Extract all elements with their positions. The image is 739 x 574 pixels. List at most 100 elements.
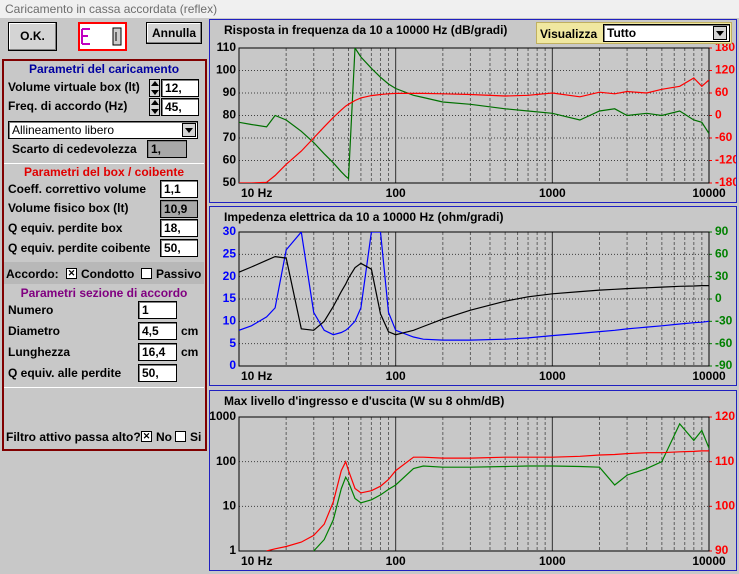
checkbox[interactable] [141, 268, 152, 279]
y-tick-label: 0 [229, 358, 236, 372]
y2-tick-label: 60 [715, 247, 729, 261]
text-field[interactable]: 45, [161, 98, 199, 116]
x-tick-label: 1000 [539, 554, 566, 568]
x-tick-label: 10 Hz [241, 369, 272, 383]
y-tick-label: 100 [216, 454, 236, 468]
field-label: Coeff. correttivo volume [8, 182, 147, 196]
series-line [313, 422, 709, 551]
view-label: Visualizza [540, 27, 598, 41]
y2-tick-label: 0 [715, 108, 722, 122]
separator [4, 163, 204, 164]
chart-title: Risposta in frequenza da 10 a 10000 Hz (… [224, 23, 507, 37]
y-tick-label: 50 [223, 175, 237, 189]
speaker-icon [78, 22, 127, 51]
field-label: Lunghezza [8, 345, 70, 359]
x-tick-label: 10 Hz [241, 186, 272, 200]
y-tick-label: 10 [223, 499, 237, 513]
y-tick-label: 20 [223, 269, 237, 283]
accordo-row [4, 262, 204, 284]
x-tick-label: 10000 [692, 369, 726, 383]
text-field[interactable]: 50, [138, 364, 177, 382]
dropdown-arrow[interactable] [182, 123, 196, 137]
y-tick-label: 110 [217, 40, 237, 54]
view-dropdown[interactable]: Tutto [603, 24, 730, 42]
chart-title: Impedenza elettrica da 10 a 10000 Hz (oh… [224, 210, 503, 224]
y2-tick-label: 90 [715, 543, 729, 557]
x-tick-label: 1000 [539, 186, 566, 200]
y2-tick-label: -90 [715, 358, 733, 372]
series-line [239, 232, 709, 341]
ok-button[interactable]: O.K. [8, 22, 57, 51]
plot-frame [238, 416, 710, 552]
y2-tick-label: 0 [715, 291, 722, 305]
chart: Impedenza elettrica da 10 a 10000 Hz (oh… [223, 210, 733, 383]
y-tick-label: 30 [223, 224, 237, 238]
y-tick-label: 25 [223, 247, 237, 261]
y2-tick-label: -30 [715, 314, 733, 328]
field-label: Volume fisico box (lt) [8, 201, 129, 215]
y2-tick-label: 100 [715, 499, 735, 513]
text-field[interactable]: 1,1 [160, 180, 198, 198]
x-tick-label: 100 [386, 554, 406, 568]
y-tick-label: 1 [229, 543, 236, 557]
plot-frame [238, 47, 710, 184]
x-tick-label: 10000 [692, 554, 726, 568]
y2-tick-label: 110 [715, 454, 735, 468]
y-tick-label: 100 [216, 63, 236, 77]
annulla-button[interactable]: Annulla [146, 22, 202, 44]
y-tick-label: 15 [223, 291, 237, 305]
checkbox-label: Condotto [81, 267, 135, 281]
chart-panel: Max livello d'ingresso e d'uscita (W su … [209, 390, 737, 571]
text-field[interactable]: 1 [138, 301, 177, 319]
series-line [239, 255, 709, 336]
field-label: Filtro attivo passa alto? [6, 430, 141, 444]
spinner[interactable] [149, 98, 160, 116]
chart: Max livello d'ingresso e d'uscita (W su … [210, 394, 735, 568]
y-tick-label: 5 [229, 336, 236, 350]
checkbox[interactable] [141, 431, 152, 442]
section-title: Parametri del caricamento [28, 62, 180, 76]
field-label: Scarto di cedevolezza [12, 142, 137, 156]
text-field[interactable]: 50, [160, 239, 198, 257]
series-line [239, 77, 709, 183]
dropdown[interactable]: Allineamento libero [8, 121, 198, 139]
y2-tick-label: 90 [715, 224, 729, 238]
dropdown-arrow[interactable] [713, 26, 727, 40]
checkbox-label: Si [190, 430, 202, 444]
x-tick-label: 10000 [692, 186, 726, 200]
checkbox[interactable] [175, 431, 186, 442]
y-tick-label: 90 [223, 85, 237, 99]
y2-tick-label: 60 [715, 85, 729, 99]
y2-tick-label: -60 [715, 130, 733, 144]
chart: Risposta in frequenza da 10 a 10000 Hz (… [216, 23, 736, 200]
field-label: Numero [8, 303, 54, 317]
y2-tick-label: -60 [715, 336, 733, 350]
y-tick-label: 1000 [210, 409, 236, 423]
field-label: Volume virtuale box (lt) [8, 80, 140, 94]
window-title: Caricamento in cassa accordata (reflex) [0, 0, 739, 18]
text-field[interactable]: 12, [161, 79, 199, 97]
y-tick-label: 70 [223, 130, 237, 144]
y-tick-label: 80 [223, 108, 237, 122]
field-label: Diametro [8, 324, 61, 338]
field-label: Q equiv. perdite box [8, 221, 123, 235]
text-field[interactable]: 16,4 [138, 343, 177, 361]
text-field[interactable]: 18, [160, 219, 198, 237]
unit-label: cm [181, 345, 199, 359]
chart-title: Max livello d'ingresso e d'uscita (W su … [224, 394, 504, 408]
unit-label: cm [181, 324, 199, 338]
y2-tick-label: -180 [715, 175, 736, 189]
x-tick-label: 10 Hz [241, 554, 272, 568]
y2-tick-label: -120 [715, 153, 736, 167]
field-label: Freq. di accordo (Hz) [8, 99, 128, 113]
y-tick-label: 10 [223, 314, 237, 328]
checkbox-label: Passivo [156, 267, 202, 281]
x-tick-label: 100 [386, 369, 406, 383]
field-label: Q equiv. alle perdite [8, 366, 122, 380]
text-field[interactable]: 4,5 [138, 322, 177, 340]
plot-area [239, 417, 709, 551]
spinner[interactable] [149, 79, 160, 97]
readonly-field: 10,9 [160, 200, 198, 218]
checkbox[interactable] [66, 268, 77, 279]
